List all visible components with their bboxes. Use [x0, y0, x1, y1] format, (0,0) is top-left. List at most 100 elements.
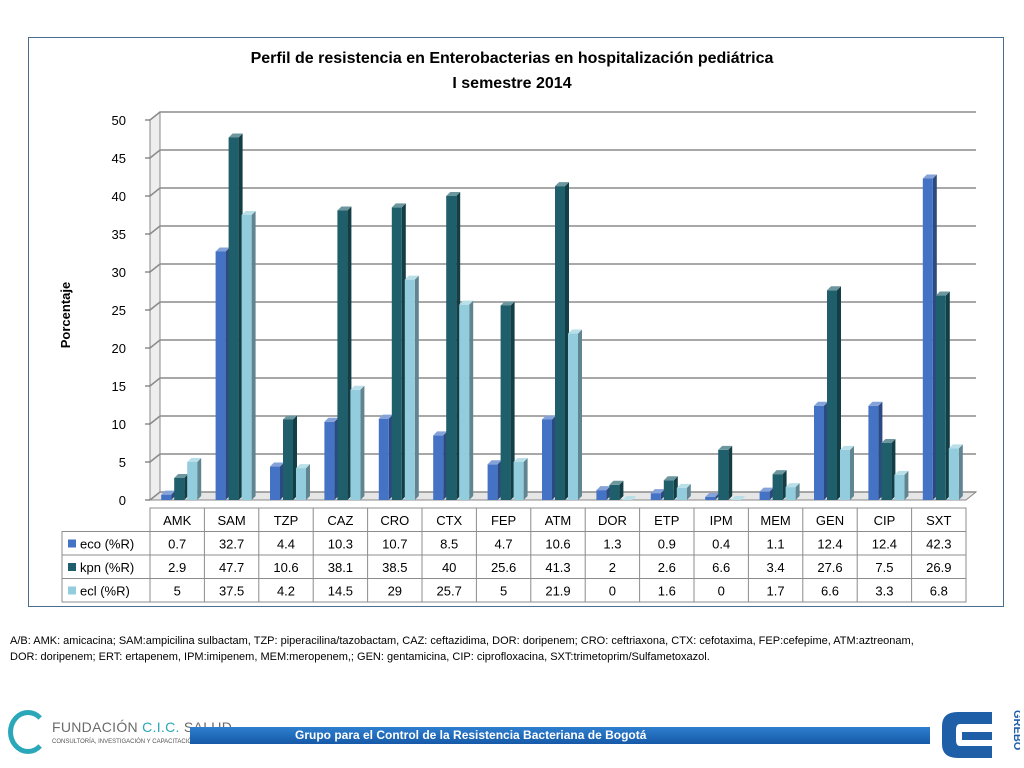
data-label: 3.3 [875, 584, 893, 599]
legend-label: kpn (%R) [80, 560, 134, 575]
fundacion-cic-salud-logo: FUNDACIÓN C.I.C. SALUD CONSULTORÍA, INVE… [2, 704, 232, 764]
data-label: 26.9 [926, 560, 951, 575]
data-label: 32.7 [219, 537, 244, 552]
chart-title: Perfil de resistencia en Enterobacterias… [250, 50, 774, 67]
bar-top [622, 496, 637, 500]
gridline [149, 339, 976, 349]
bar-top [705, 492, 720, 497]
bar-top [731, 496, 746, 500]
bar [596, 490, 607, 500]
data-label: 6.6 [821, 584, 839, 599]
bar-top [676, 483, 691, 488]
gridline [149, 263, 976, 273]
chart-frame [28, 37, 1004, 607]
table-body [61, 531, 967, 603]
logo-name-cic: C.I.C. [142, 719, 180, 735]
data-label: 0.9 [658, 537, 676, 552]
bar-side [904, 470, 909, 500]
category-label: DOR [598, 513, 627, 528]
bar-side [795, 483, 800, 500]
legend-swatch [68, 563, 76, 571]
bar-top [868, 401, 883, 406]
bar-top [296, 464, 310, 469]
gridline [149, 301, 976, 311]
bar [542, 419, 552, 500]
bar [350, 389, 361, 500]
bar-top [922, 174, 937, 179]
bar [446, 196, 457, 500]
bar-side [837, 286, 841, 500]
legend-swatch [68, 586, 76, 595]
data-label: 25.6 [491, 560, 516, 575]
bar-top [568, 329, 582, 334]
category-label: FEP [491, 513, 516, 528]
bar-side [578, 329, 582, 500]
bar-top [174, 473, 189, 478]
y-tick-label: 30 [112, 265, 126, 280]
category-label: SAM [218, 513, 246, 528]
category-label: ETP [654, 513, 679, 528]
bar-top [404, 275, 419, 280]
bar-side [619, 480, 624, 500]
gridline [149, 111, 976, 121]
legend-label: eco (%R) [80, 537, 134, 552]
bar-side [306, 464, 310, 500]
bar [228, 137, 239, 501]
bar-side [197, 458, 202, 500]
data-label: 25.7 [437, 584, 462, 599]
data-label: 10.6 [273, 560, 298, 575]
data-label: 1.3 [603, 537, 621, 552]
data-label: 10.7 [382, 537, 407, 552]
category-label: AMK [163, 513, 192, 528]
bar-top [324, 417, 339, 422]
data-label: 8.5 [440, 537, 458, 552]
data-label: 27.6 [817, 560, 842, 575]
bar [922, 178, 933, 500]
bar-top [663, 476, 678, 481]
category-label: CAZ [327, 513, 353, 528]
bar-top [827, 286, 841, 291]
bar-side [850, 445, 854, 500]
chart-subtitle: I semestre 2014 [452, 75, 572, 92]
data-label: 7.5 [875, 560, 893, 575]
footer-banner-text: Grupo para el Control de la Resistencia … [295, 728, 647, 742]
data-label: 42.3 [926, 537, 951, 552]
bar [555, 186, 565, 500]
gridline [149, 377, 976, 387]
bar-top [718, 445, 733, 450]
data-label: 47.7 [219, 560, 244, 575]
bar [296, 468, 306, 500]
bar-top [187, 458, 202, 462]
gridline [149, 491, 976, 501]
bar-top [772, 470, 787, 475]
bar [814, 405, 824, 500]
abbreviations-note: A/B: AMK: amicacina; SAM:ampicilina sulb… [10, 633, 1014, 665]
y-axis-label: Porcentaje [58, 282, 73, 348]
data-label: 2.9 [168, 560, 186, 575]
bar [868, 405, 879, 500]
bar [283, 419, 293, 500]
y-tick-label: 0 [119, 493, 126, 508]
bar-top [542, 415, 556, 420]
data-label: 38.1 [328, 560, 353, 575]
data-label: 40 [442, 560, 456, 575]
data-label: 10.3 [328, 537, 353, 552]
legend-swatch [68, 539, 76, 548]
bar-side [469, 300, 474, 500]
bar [324, 421, 335, 500]
bar [433, 435, 444, 500]
bar-side [510, 301, 515, 500]
bar [759, 491, 770, 500]
bar [840, 449, 850, 500]
data-label: 4.4 [277, 537, 295, 552]
bar-side [958, 444, 963, 500]
y-tick-label: 5 [119, 455, 126, 470]
bar-top [350, 385, 365, 390]
y-tick-label: 10 [112, 417, 126, 432]
bar [215, 251, 226, 500]
bar-top [935, 291, 950, 296]
bar-side [414, 275, 419, 500]
bar [391, 207, 402, 500]
bar-side [728, 445, 733, 500]
